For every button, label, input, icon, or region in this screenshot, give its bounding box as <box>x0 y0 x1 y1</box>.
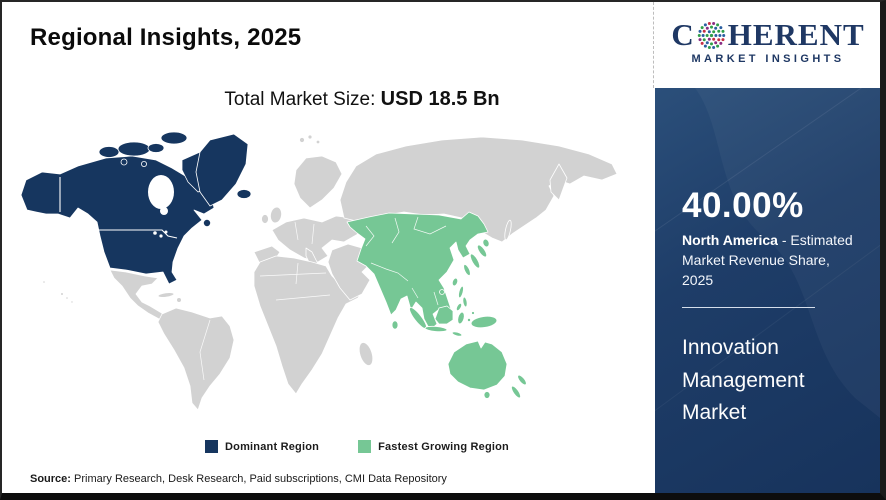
map-region-other <box>42 134 618 411</box>
brand-logo: C HERENT MARKET INSIGHTS <box>664 18 872 66</box>
market-name: Innovation Management Market <box>682 336 805 425</box>
market-share-region: North America <box>682 231 778 248</box>
page-title: Regional Insights, 2025 <box>30 24 302 51</box>
market-share-value: 40.00% <box>682 186 804 225</box>
brand-wordmark: C HERENT <box>664 18 872 52</box>
dominant-region-swatch <box>205 440 218 453</box>
sidebar-divider <box>682 307 815 309</box>
map-region-fastest-growing <box>346 211 527 399</box>
source-label: Source: <box>30 473 71 485</box>
stats-sidebar: 40.00% North America - Estimated Market … <box>655 88 880 493</box>
source-text: Primary Research, Desk Research, Paid su… <box>70 473 447 485</box>
fastest-growing-region-label: Fastest Growing Region <box>378 440 509 453</box>
dominant-region-label: Dominant Region <box>225 440 320 453</box>
total-market-size-label: Total Market Size: <box>224 89 376 110</box>
market-share-description: North America - Estimated Market Revenue… <box>682 231 858 291</box>
map-region-dominant <box>20 131 252 285</box>
sidebar-texture <box>655 88 880 418</box>
total-market-size: Total Market Size: USD 18.5 Bn <box>42 88 682 111</box>
world-map-svg <box>20 131 618 411</box>
legend-item-fastest-growing: Fastest Growing Region <box>358 440 509 453</box>
world-map <box>14 122 654 434</box>
map-border-lines <box>59 175 447 381</box>
legend-item-dominant: Dominant Region <box>205 440 319 453</box>
map-legend: Dominant Region Fastest Growing Region <box>205 440 509 453</box>
header-dashed-divider <box>653 2 654 88</box>
brand-word-post: HERENT <box>727 17 865 52</box>
dotted-globe-icon <box>697 21 725 49</box>
brand-word-pre: C <box>671 17 695 52</box>
total-market-size-value: USD 18.5 Bn <box>380 88 500 110</box>
source-note: Source: Primary Research, Desk Research,… <box>30 473 447 485</box>
market-share-desc-text: - Estimated Market Revenue Share, 2025 <box>682 231 853 288</box>
brand-tagline: MARKET INSIGHTS <box>691 53 845 65</box>
fastest-growing-region-swatch <box>358 440 372 453</box>
